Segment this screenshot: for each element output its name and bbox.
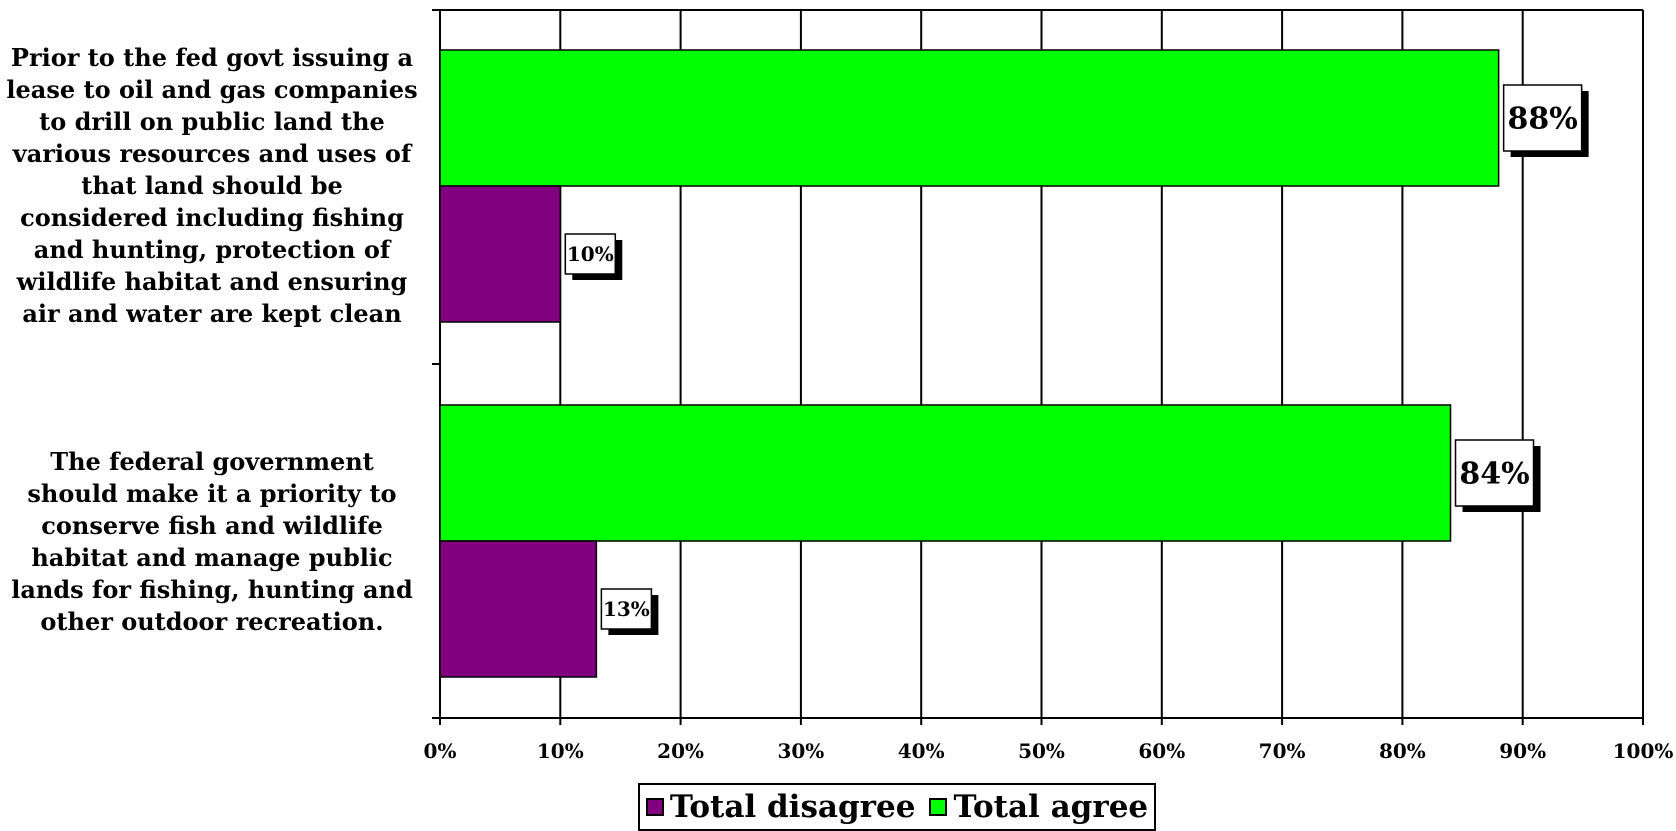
- legend-entry-agree: Total agree: [929, 789, 1148, 825]
- category-label: The federal government should make it a …: [11, 447, 413, 636]
- legend-entry-disagree: Total disagree: [645, 789, 916, 825]
- bar-total-agree: [439, 49, 1500, 187]
- chart-legend: Total disagree Total agree: [638, 783, 1156, 831]
- x-tick-label: 90%: [1499, 739, 1546, 763]
- x-tick-label: 60%: [1138, 739, 1185, 763]
- x-tick-label: 0%: [424, 739, 457, 763]
- x-tick-label: 100%: [1613, 739, 1674, 763]
- x-tick-label: 30%: [777, 739, 824, 763]
- legend-swatch-disagree: [645, 798, 664, 816]
- data-label: 10%: [567, 242, 614, 266]
- legend-label-disagree: Total disagree: [669, 789, 916, 825]
- bar-total-disagree: [439, 540, 598, 678]
- x-tick-label: 40%: [898, 739, 945, 763]
- category-label: Prior to the fed govt issuing a lease to…: [6, 43, 418, 328]
- data-label-box: [1502, 84, 1583, 152]
- data-label-box: [600, 588, 653, 630]
- data-label-box: [564, 233, 617, 275]
- x-tick-label: 20%: [657, 739, 704, 763]
- legend-label-agree: Total agree: [953, 789, 1149, 825]
- data-label: 84%: [1459, 457, 1529, 492]
- bar-total-agree: [439, 404, 1452, 542]
- data-label: 88%: [1508, 102, 1578, 137]
- legend-swatch-agree: [929, 798, 948, 816]
- x-tick-label: 70%: [1259, 739, 1306, 763]
- bar-total-disagree: [439, 185, 562, 323]
- x-tick-label: 50%: [1018, 739, 1065, 763]
- data-label-box: [1454, 439, 1535, 507]
- x-tick-label: 80%: [1379, 739, 1426, 763]
- data-label: 13%: [603, 597, 650, 621]
- x-tick-label: 10%: [537, 739, 584, 763]
